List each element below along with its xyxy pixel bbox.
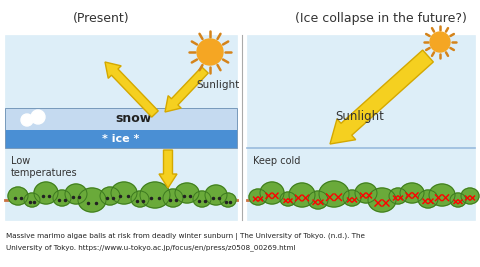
Ellipse shape <box>343 190 361 206</box>
Text: University of Tokyo. https://www.u-tokyo.ac.jp/focus/en/press/z0508_00269.html: University of Tokyo. https://www.u-tokyo… <box>6 244 296 251</box>
Text: * ice *: * ice * <box>102 134 140 144</box>
Text: Massive marimo algae balls at risk from deadly winter sunburn | The University o: Massive marimo algae balls at risk from … <box>6 233 365 240</box>
Ellipse shape <box>163 189 183 207</box>
Polygon shape <box>159 150 177 188</box>
Ellipse shape <box>220 193 236 207</box>
Bar <box>5 35 237 220</box>
Ellipse shape <box>260 182 284 204</box>
Ellipse shape <box>461 188 479 204</box>
Ellipse shape <box>308 191 328 209</box>
Ellipse shape <box>193 191 211 207</box>
Bar <box>5 108 237 148</box>
Ellipse shape <box>400 183 424 203</box>
Ellipse shape <box>280 192 296 206</box>
Circle shape <box>197 39 223 65</box>
Polygon shape <box>330 50 433 144</box>
Ellipse shape <box>355 183 377 203</box>
Ellipse shape <box>24 193 40 207</box>
Ellipse shape <box>100 187 120 205</box>
Bar <box>247 35 475 220</box>
Ellipse shape <box>319 181 349 207</box>
Ellipse shape <box>111 182 137 204</box>
Ellipse shape <box>205 185 227 205</box>
Ellipse shape <box>429 184 455 206</box>
Ellipse shape <box>65 184 87 204</box>
Circle shape <box>31 110 45 124</box>
Text: (Ice collapse in the future?): (Ice collapse in the future?) <box>295 12 467 25</box>
Ellipse shape <box>418 190 438 208</box>
Ellipse shape <box>34 182 58 204</box>
Polygon shape <box>105 62 158 117</box>
Text: (Present): (Present) <box>72 12 129 25</box>
Ellipse shape <box>289 183 315 207</box>
Text: Low
temperatures: Low temperatures <box>11 156 78 178</box>
Text: Sunlight: Sunlight <box>196 80 240 90</box>
Ellipse shape <box>389 188 407 204</box>
Circle shape <box>21 114 33 126</box>
Circle shape <box>430 32 450 52</box>
Polygon shape <box>165 67 208 112</box>
Ellipse shape <box>140 182 170 208</box>
Bar <box>5 130 237 148</box>
Ellipse shape <box>78 188 106 212</box>
Ellipse shape <box>8 187 28 205</box>
Bar <box>5 108 237 130</box>
Ellipse shape <box>249 189 267 205</box>
Ellipse shape <box>53 190 71 206</box>
Ellipse shape <box>368 188 396 212</box>
Text: snow: snow <box>115 112 151 125</box>
Ellipse shape <box>450 193 466 207</box>
Text: Keep cold: Keep cold <box>253 156 300 166</box>
Ellipse shape <box>131 191 149 207</box>
Ellipse shape <box>175 183 199 203</box>
Text: Sunlight: Sunlight <box>336 110 384 123</box>
